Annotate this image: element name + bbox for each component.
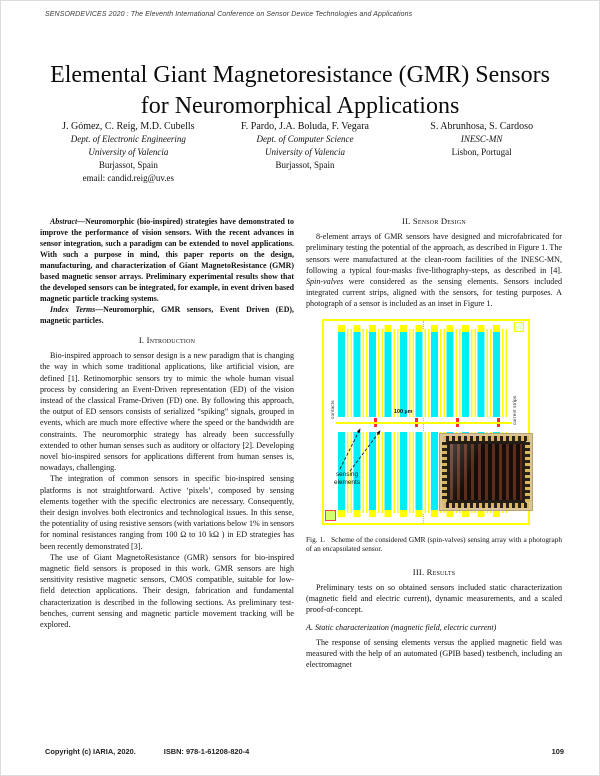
sensor-design-text-b: were considered as the sensing elements.…: [306, 277, 562, 309]
static-characterization-paragraph: The response of sensing elements versus …: [306, 637, 562, 670]
figure-caption-text: Scheme of the considered GMR (spin-valve…: [306, 534, 563, 554]
sensing-elements-label: sensing elements: [334, 470, 360, 486]
abstract: Abstract—Neuromorphic (bio-inspired) str…: [40, 216, 294, 304]
author-dept: INESC-MN: [460, 134, 503, 144]
sensor-die: [450, 443, 522, 500]
strip-contact-caps-bottom: [338, 509, 508, 517]
strip-contact-caps-top: [338, 324, 508, 332]
figure-caption-number: Fig. 1.: [306, 534, 326, 544]
author-names: S. Abrunhosa, S. Cardoso: [430, 121, 534, 132]
spin-valves-italic: Spin-valves: [306, 277, 344, 287]
author-group-2: F. Pardo, J.A. Boluda, F. Vegara Dept. o…: [217, 120, 394, 185]
index-terms-label: Index Terms: [50, 305, 96, 314]
author-group-3: S. Abrunhosa, S. Cardoso INESC-MN Lisbon…: [393, 120, 570, 185]
isbn: ISBN: 978-1-61208-820-4: [163, 747, 250, 756]
author-institution: University of Valencia: [265, 147, 345, 157]
author-institution: University of Valencia: [88, 147, 169, 157]
intro-paragraph-2: The integration of common sensors in spe…: [40, 474, 294, 551]
author-location: Lisbon, Portugal: [451, 147, 512, 157]
author-names: J. Gómez, C. Reig, M.D. Cubells: [62, 121, 195, 132]
author-dept: Dept. of Computer Science: [256, 134, 354, 144]
alignment-mark-top-right: [514, 321, 524, 332]
author-location: Burjassot, Spain: [275, 160, 335, 170]
paper-title-line2: for Neuromorphical Applications: [140, 93, 460, 120]
conference-running-head: SENSORDEVICES 2020 : The Eleventh Intern…: [45, 11, 413, 18]
author-group-1: J. Gómez, C. Reig, M.D. Cubells Dept. of…: [40, 120, 217, 185]
section-heading-results: III. Results: [412, 566, 456, 577]
paper-title: Elemental Giant Magnetoresistance (GMR) …: [30, 60, 570, 122]
sensor-design-paragraph: 8-element arrays of GMR sensors have des…: [306, 231, 562, 309]
index-terms-text: —Neuromorphic, GMR sensors, Event Driven…: [40, 305, 294, 325]
author-email: email: candid.reig@uv.es: [82, 173, 175, 183]
results-paragraph: Preliminary tests on so obtained sensors…: [306, 583, 562, 615]
annotation-arrows: [339, 427, 381, 471]
alignment-mark-bottom-left: [325, 509, 336, 521]
figure-right-rotated-label: current strips: [511, 395, 517, 425]
figure-1: contacts current strips 100 µm sensing e…: [322, 318, 533, 525]
page-footer: Copyright (c) IARIA, 2020. ISBN: 978-1-61…: [45, 747, 564, 756]
paper-title-line1: Elemental Giant Magnetoresistance (GMR) …: [50, 62, 550, 89]
sensor-design-text-a: 8-element arrays of GMR sensors have des…: [306, 232, 562, 275]
intro-paragraph-3: The use of Giant MagnetoResistance (GMR)…: [40, 552, 294, 630]
page-number: 109: [551, 747, 564, 756]
scale-bar-label: 100 µm: [394, 408, 413, 415]
copyright-notice: Copyright (c) IARIA, 2020.: [45, 747, 136, 756]
bond-pads-left: [442, 441, 447, 502]
subsection-a-heading: A. Static characterization (magnetic fie…: [306, 622, 497, 632]
intro-paragraph-1: Bio-inspired approach to sensor design i…: [40, 351, 294, 473]
bond-pads-right: [525, 441, 530, 502]
figure-left-rotated-label: contacts: [330, 399, 335, 419]
sensing-array-strips-top: [338, 328, 508, 417]
section-heading-introduction: I. Introduction: [138, 335, 196, 345]
bond-pads-top: [443, 435, 529, 441]
author-names: F. Pardo, J.A. Boluda, F. Vegara: [241, 121, 369, 132]
right-column: II. Sensor Design 8-element arrays of GM…: [306, 216, 562, 670]
index-terms: Index Terms—Neuromorphic, GMR sensors, E…: [40, 304, 294, 326]
author-location: Burjassot, Spain: [98, 160, 158, 170]
author-dept: Dept. of Electronic Engineering: [70, 134, 186, 144]
encapsulated-sensor-photo: [439, 432, 533, 511]
figure-caption: Fig. 1. Scheme of the considered GMR (spi…: [306, 535, 562, 554]
footer-left: Copyright (c) IARIA, 2020. ISBN: 978-1-61…: [45, 747, 249, 756]
middle-bus-line: [336, 421, 512, 424]
abstract-text: —Neuromorphic (bio-inspired) strategies …: [40, 217, 294, 303]
bond-pads-bottom: [443, 502, 529, 508]
author-block: J. Gómez, C. Reig, M.D. Cubells Dept. of…: [40, 120, 570, 185]
left-column: Abstract—Neuromorphic (bio-inspired) str…: [40, 216, 294, 630]
abstract-label: Abstract: [50, 217, 78, 226]
section-heading-sensor-design: II. Sensor Design: [402, 216, 466, 226]
